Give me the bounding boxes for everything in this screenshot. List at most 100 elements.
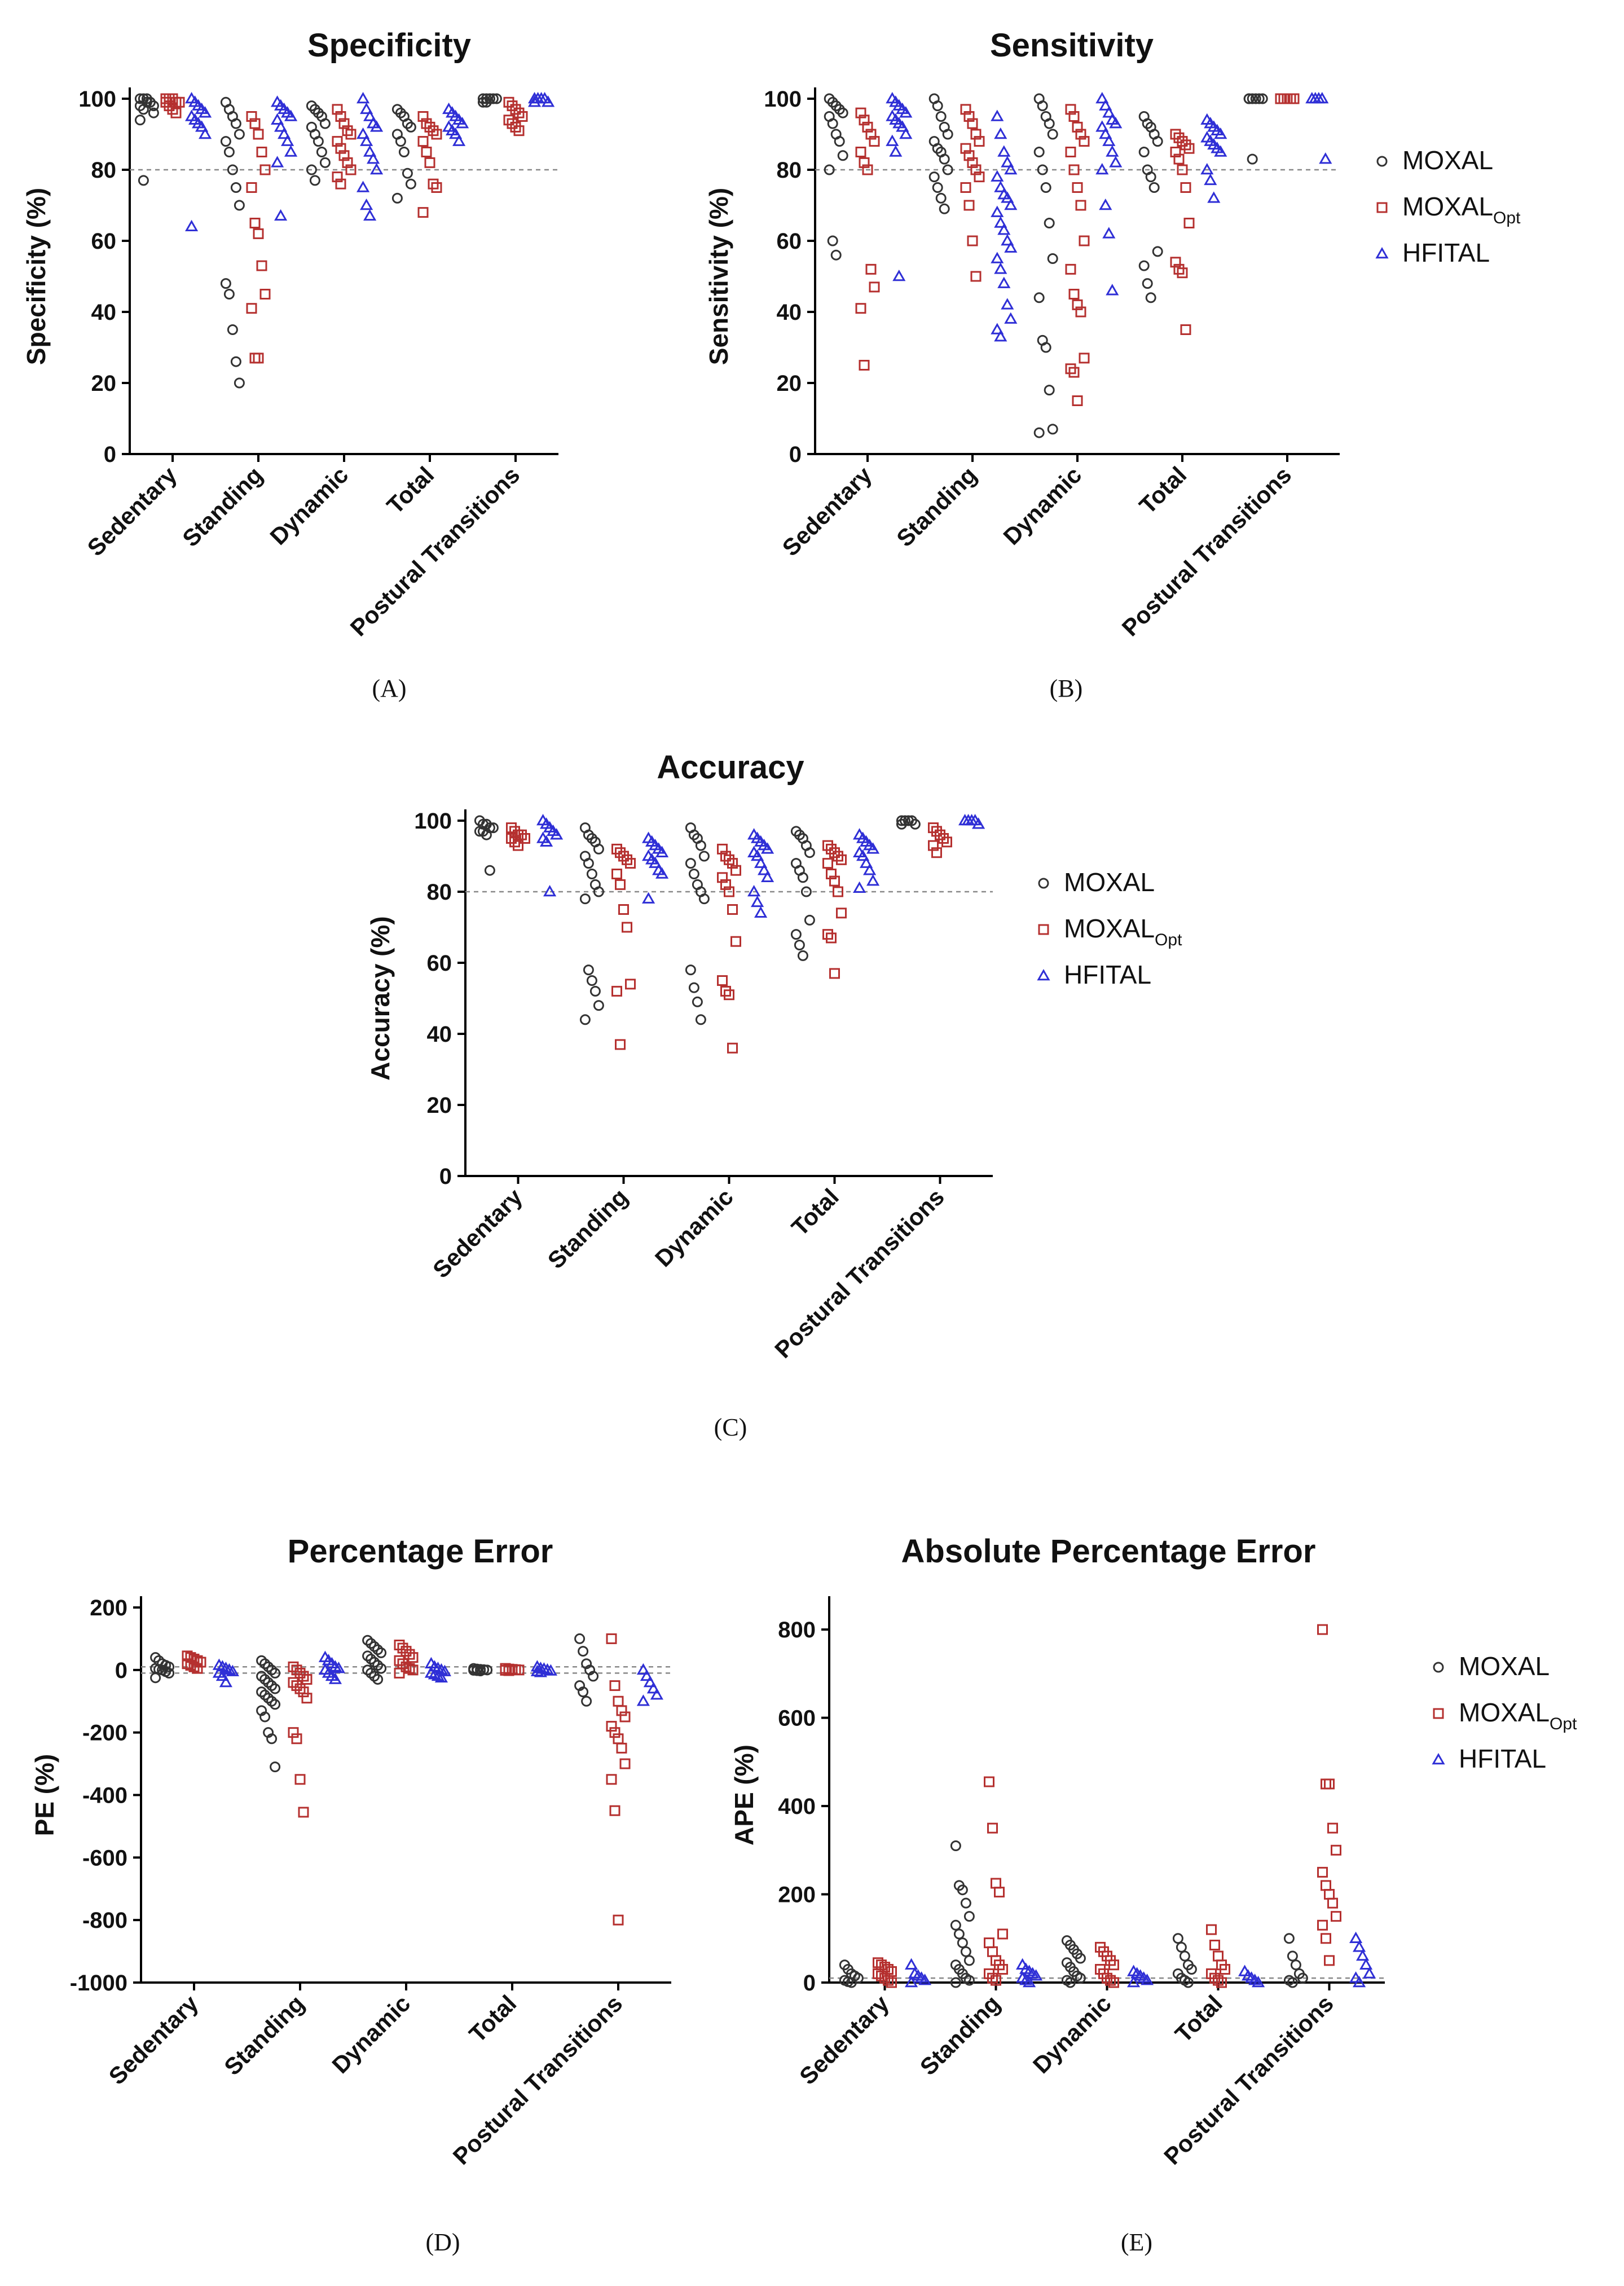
category-label: Sedentary	[794, 1990, 894, 2090]
panel-b: Sensitivity Sensitivity (%) 0 20 40 60 80 100 Se…	[704, 27, 1521, 702]
data-point	[1037, 164, 1048, 175]
y-tick-label: 80	[91, 158, 117, 183]
data-point	[865, 263, 877, 275]
data-point	[298, 1807, 309, 1818]
data-point	[928, 822, 939, 834]
data-point	[970, 164, 982, 175]
data-point	[284, 109, 298, 121]
data-point	[960, 182, 971, 193]
data-point	[1183, 143, 1195, 154]
legend-label: MOXAL	[1064, 867, 1155, 897]
data-point	[1247, 93, 1258, 104]
data-point	[246, 303, 257, 314]
data-point	[1287, 1950, 1298, 1962]
data-point	[199, 127, 212, 139]
data-point	[1180, 324, 1191, 335]
data-point	[1180, 139, 1191, 151]
y-tick-label: 0	[115, 1658, 127, 1683]
data-point	[619, 1711, 631, 1723]
data-point	[1207, 191, 1221, 203]
data-point	[335, 111, 346, 122]
data-point	[1040, 342, 1051, 353]
data-point	[366, 1638, 377, 1649]
legend-label: MOXAL	[1459, 1651, 1550, 1681]
data-point	[294, 1683, 306, 1694]
data-point	[1065, 104, 1076, 115]
category-label: Total	[464, 1990, 521, 2047]
data-point	[579, 1014, 591, 1025]
data-point	[342, 125, 353, 136]
data-point	[826, 869, 837, 879]
data-point	[332, 171, 343, 183]
data-point	[148, 107, 159, 118]
data-point	[1099, 198, 1112, 210]
data-point	[360, 102, 373, 114]
category-label: Postural Transitions	[448, 1990, 628, 2170]
legend-label: MOXALOpt	[1459, 1698, 1577, 1733]
data-point	[1127, 1975, 1141, 1988]
data-point	[583, 964, 594, 976]
data-point	[826, 843, 837, 855]
data-point	[227, 164, 238, 175]
data-point	[1068, 164, 1080, 175]
data-point	[398, 147, 410, 157]
series-moxal-opt	[506, 822, 952, 1054]
legend-marker	[1433, 1708, 1444, 1719]
data-point	[421, 147, 432, 157]
data-point	[1317, 1919, 1328, 1931]
legend-label-main: MOXAL	[1459, 1698, 1550, 1727]
data-point	[1142, 278, 1153, 289]
data-point	[963, 1955, 975, 1966]
data-point	[266, 1664, 278, 1676]
data-point	[685, 964, 696, 976]
chart-title: Specificity	[307, 27, 471, 64]
data-point	[363, 209, 377, 221]
data-point	[583, 858, 594, 869]
data-point	[1186, 1964, 1197, 1975]
data-point	[862, 121, 873, 133]
series-moxal-opt	[873, 1624, 1341, 1988]
data-point	[401, 1661, 412, 1672]
data-point	[1152, 246, 1163, 257]
data-point	[1359, 1958, 1373, 1970]
data-point	[950, 1977, 961, 1988]
data-point	[144, 96, 156, 108]
y-tick-label: 0	[104, 442, 116, 467]
data-point	[834, 136, 845, 147]
data-point	[1321, 1933, 1331, 1944]
data-point	[1047, 129, 1058, 140]
data-point	[1138, 260, 1150, 271]
data-point	[278, 127, 291, 139]
data-point	[1177, 164, 1188, 175]
data-point	[797, 950, 808, 961]
data-point	[313, 136, 324, 147]
category-label: Dynamic	[1028, 1990, 1116, 2078]
data-point	[957, 1884, 968, 1896]
data-point	[717, 843, 728, 855]
chart-title: Absolute Percentage Error	[901, 1533, 1316, 1570]
category-label: Total	[381, 461, 439, 519]
data-point	[370, 162, 384, 175]
data-point	[342, 157, 353, 168]
data-point	[270, 1667, 281, 1679]
data-point	[288, 1677, 299, 1688]
data-point	[1324, 1955, 1335, 1966]
data-point	[655, 845, 669, 857]
data-point	[372, 1673, 384, 1685]
data-point	[1079, 136, 1090, 147]
data-point	[747, 884, 761, 897]
data-point	[376, 1663, 387, 1674]
category-label: Sedentary	[104, 1990, 204, 2090]
data-point	[991, 1878, 1001, 1889]
data-point	[991, 170, 1004, 182]
data-point	[1095, 162, 1109, 175]
legend-label-main: MOXAL	[1064, 914, 1155, 943]
data-point	[362, 1664, 373, 1676]
data-point	[1206, 1924, 1217, 1935]
data-point	[618, 904, 629, 915]
data-point	[909, 818, 921, 830]
data-point	[866, 874, 880, 886]
data-point	[967, 235, 978, 246]
data-point	[503, 1665, 514, 1676]
data-point	[424, 157, 435, 168]
